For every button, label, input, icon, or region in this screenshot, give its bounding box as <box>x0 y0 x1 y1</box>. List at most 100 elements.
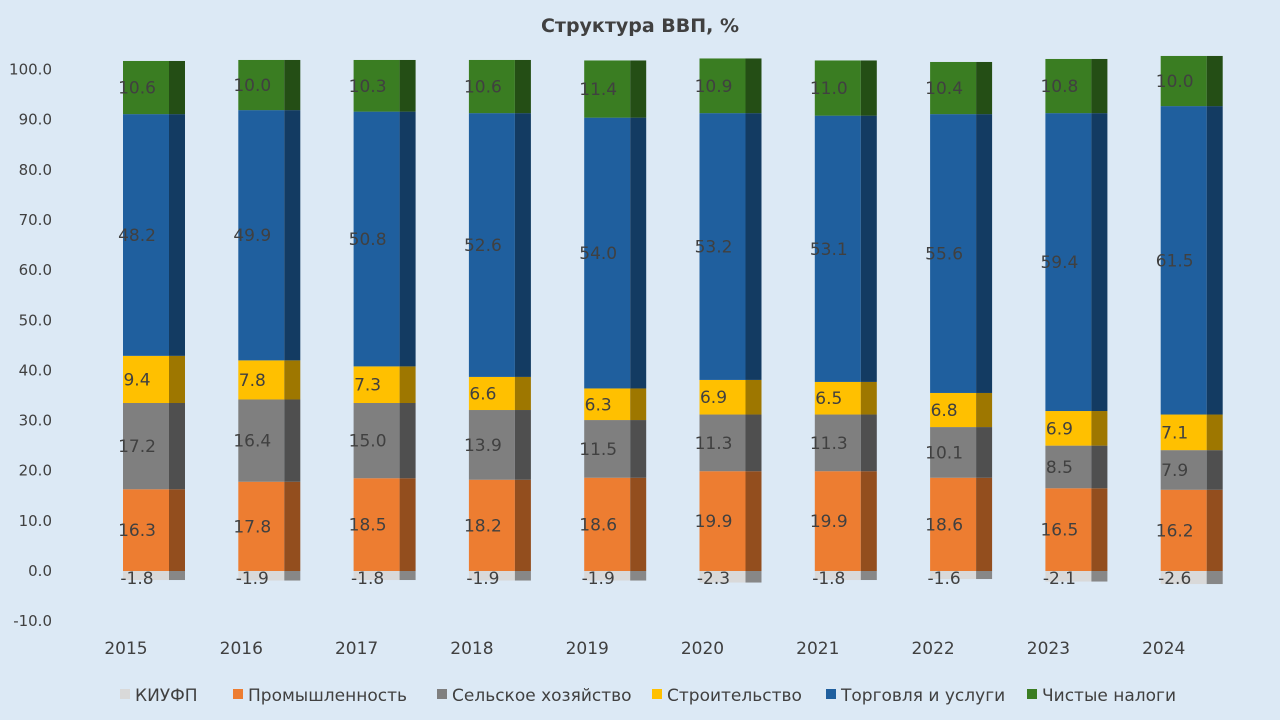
bar-segment-side <box>399 366 416 403</box>
data-label: 15.0 <box>349 432 387 452</box>
data-label: -1.6 <box>928 569 961 589</box>
data-label: 8.5 <box>1046 458 1073 478</box>
y-axis: -10.0 0.0 10.0 20.0 30.0 40.0 50.0 60.0 70.0 80.0… <box>9 61 52 631</box>
data-label: 18.5 <box>349 516 387 536</box>
bar-segment <box>353 59 400 112</box>
bar-segment-side <box>169 114 185 356</box>
bar-segment <box>468 571 515 581</box>
bar-segment <box>353 402 400 479</box>
bar-stack-2019: -1.9 18.6 11.5 6.3 54.0 11.4 <box>579 60 647 589</box>
bars: -1.8 16.3 17.2 9.4 48.2 10.6 -1.9 17.8 16.4 7.8 49… <box>118 55 1223 589</box>
bar-segment <box>699 414 746 472</box>
x-tick-label: 2017 <box>335 639 378 659</box>
bar-segment <box>1045 411 1092 446</box>
bar-segment-side <box>976 61 993 115</box>
bar-segment <box>238 481 285 571</box>
bar-segment <box>353 571 400 581</box>
bar-segment-side <box>284 571 301 581</box>
data-label: 10.1 <box>925 443 963 463</box>
data-label: 18.2 <box>464 516 502 536</box>
data-label: 48.2 <box>118 226 156 246</box>
x-tick-label: 2016 <box>220 639 263 659</box>
bar-segment-side <box>860 60 877 116</box>
x-tick-label: 2019 <box>566 639 609 659</box>
bar-segment-side <box>1206 489 1223 571</box>
bar-segment <box>468 59 515 114</box>
bar-segment <box>930 477 977 571</box>
data-label: 18.6 <box>925 515 963 535</box>
bar-segment-side <box>1091 58 1108 114</box>
bar-stack-2017: -1.8 18.5 15.0 7.3 50.8 10.3 <box>349 59 416 589</box>
bar-segment <box>1045 571 1092 582</box>
bar-segment-side <box>630 117 647 389</box>
bar-segment <box>699 58 746 114</box>
data-label: -2.6 <box>1158 569 1191 589</box>
bar-segment <box>814 571 861 581</box>
bar-segment-side <box>514 571 531 581</box>
data-label: 59.4 <box>1040 253 1078 273</box>
bar-segment-side <box>745 379 762 415</box>
data-label: -1.9 <box>582 569 615 589</box>
data-label: 6.6 <box>469 384 496 404</box>
bar-segment-side <box>745 414 762 472</box>
legend-swatch <box>233 689 243 699</box>
bar-segment-side <box>399 402 416 479</box>
bar-segment-side <box>1091 113 1108 412</box>
bar-segment-side <box>169 571 185 581</box>
data-label: 10.0 <box>1156 72 1194 92</box>
data-label: 61.5 <box>1156 251 1194 271</box>
data-label: 16.5 <box>1040 521 1078 541</box>
legend-label: Строительство <box>667 686 802 706</box>
legend-item: Строительство <box>652 686 802 706</box>
bar-segment <box>584 571 631 581</box>
bar-segment <box>123 355 169 403</box>
bar-segment-side <box>514 59 531 114</box>
bar-segment-side <box>976 477 993 571</box>
data-label: 53.2 <box>695 238 733 258</box>
bar-segment <box>468 410 515 480</box>
bar-segment-side <box>1091 445 1108 489</box>
legend-item: Сельское хозяйство <box>437 686 632 706</box>
bar-segment-side <box>860 571 877 581</box>
bar-segment <box>123 114 169 356</box>
y-tick-label: 70.0 <box>19 211 52 229</box>
bar-segment <box>930 61 977 115</box>
bar-segment <box>930 114 977 393</box>
data-label: -1.8 <box>120 569 153 589</box>
bar-segment-side <box>630 60 647 118</box>
bar-segment-side <box>399 59 416 112</box>
bar-segment <box>238 110 285 361</box>
y-tick-label: 10.0 <box>19 512 52 530</box>
bar-segment-side <box>399 111 416 367</box>
y-tick-label: 0.0 <box>28 562 52 580</box>
legend-label: Сельское хозяйство <box>452 686 632 706</box>
bar-segment <box>699 113 746 380</box>
bar-segment-side <box>284 110 301 361</box>
bar-segment-side <box>514 479 531 571</box>
y-tick-label: -10.0 <box>13 612 52 630</box>
bar-segment-side <box>1091 488 1108 571</box>
bar-stack-2020: -2.3 19.9 11.3 6.9 53.2 10.9 <box>695 58 762 589</box>
bar-segment <box>584 388 631 421</box>
legend-swatch <box>437 689 447 699</box>
legend-item: Промышленность <box>233 686 407 706</box>
bar-segment <box>584 117 631 389</box>
data-label: 10.0 <box>233 76 271 96</box>
data-label: 53.1 <box>810 240 848 260</box>
data-label: 6.9 <box>1046 419 1073 439</box>
legend-item: КИУФП <box>120 686 198 706</box>
bar-segment-side <box>284 360 301 400</box>
y-tick-label: 30.0 <box>19 412 52 430</box>
x-tick-label: 2024 <box>1142 639 1185 659</box>
bar-segment-side <box>860 381 877 415</box>
bar-stack-2022: -1.6 18.6 10.1 6.8 55.6 10.4 <box>925 61 993 589</box>
legend-swatch <box>1027 689 1037 699</box>
bar-segment <box>814 60 861 116</box>
bar-segment-side <box>284 59 301 111</box>
data-label: -1.8 <box>351 569 384 589</box>
bar-segment-side <box>630 420 647 478</box>
bar-segment <box>699 471 746 571</box>
bar-segment <box>1160 414 1207 451</box>
bar-segment-side <box>169 60 185 115</box>
